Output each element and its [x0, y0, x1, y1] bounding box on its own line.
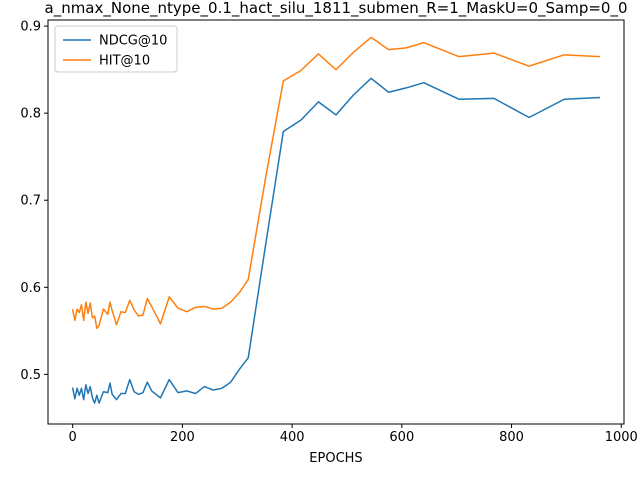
y-tick-label: 0.7 [20, 194, 41, 209]
y-tick-label: 0.6 [20, 281, 41, 296]
x-tick-label: 600 [389, 430, 414, 445]
x-tick-label: 200 [170, 430, 195, 445]
y-tick-label: 0.9 [20, 20, 41, 35]
legend-label: HIT@10 [99, 54, 150, 69]
legend: NDCG@10 HIT@10 [54, 25, 178, 73]
series-line-hit-10 [71, 36, 601, 329]
y-tick-label: 0.8 [20, 107, 41, 122]
series-line-ndcg-10 [71, 77, 601, 404]
x-axis-ticks: 0 200 400 600 800 1000 [69, 424, 638, 445]
chart-title: a_nmax_None_ntype_0.1_hact_silu_1811_sub… [45, 0, 628, 18]
y-tick-label: 0.5 [20, 368, 41, 383]
legend-label: NDCG@10 [99, 34, 167, 49]
x-tick-label: 0 [69, 430, 77, 445]
x-tick-label: 800 [499, 430, 524, 445]
x-tick-label: 1000 [605, 430, 638, 445]
plot-frame [47, 19, 625, 425]
y-axis-ticks: 0.5 0.6 0.7 0.8 0.9 [20, 20, 48, 383]
x-axis-label: EPOCHS [309, 451, 362, 466]
x-tick-label: 400 [280, 430, 305, 445]
